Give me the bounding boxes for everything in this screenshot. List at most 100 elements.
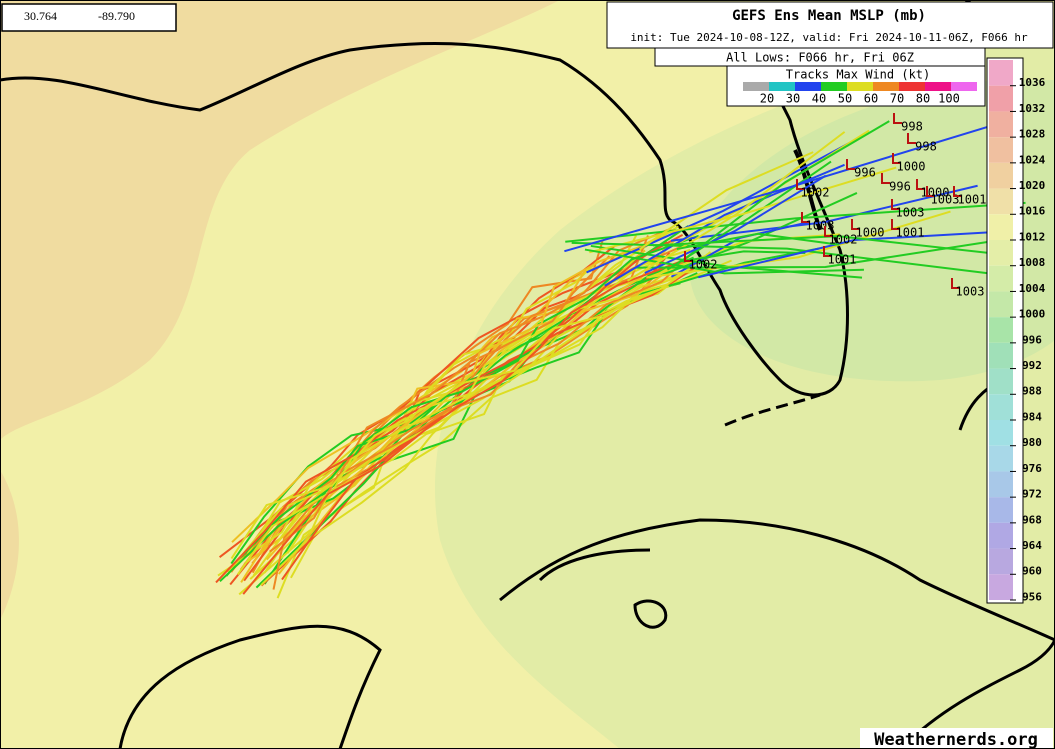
track <box>626 131 846 282</box>
low-label: 1001 <box>828 253 857 267</box>
track <box>227 251 712 573</box>
track <box>571 241 1003 276</box>
colorbar-swatch <box>989 574 1013 600</box>
low-marker <box>846 159 855 170</box>
track <box>565 201 1026 243</box>
colorbar-label: 992 <box>1022 359 1042 372</box>
wind-label: 60 <box>864 92 878 106</box>
wind-label: 70 <box>890 92 904 106</box>
low-marker <box>684 251 693 262</box>
wind-legend: 20 30 40 50 60 70 80 100 <box>743 82 977 106</box>
coastline <box>898 639 1055 749</box>
colorbar-swatch <box>989 265 1013 292</box>
colorbar-label: 956 <box>1022 590 1042 603</box>
low-marker <box>796 179 805 190</box>
colorbar-swatch <box>989 137 1013 163</box>
track <box>272 255 611 590</box>
colorbar-label: 996 <box>1022 333 1042 346</box>
low-marker <box>891 219 900 230</box>
low-label: 1003 <box>806 219 835 233</box>
track <box>249 259 600 580</box>
low-marker <box>881 173 890 184</box>
track <box>230 266 693 560</box>
colorbar-swatch <box>989 368 1013 395</box>
low-marker <box>893 113 902 124</box>
wind-label: 20 <box>760 92 774 106</box>
lat: 30.764 <box>24 9 57 23</box>
colorbar-label: 972 <box>1022 488 1042 501</box>
colorbar-label: 1028 <box>1019 128 1046 141</box>
wind-label: 50 <box>838 92 852 106</box>
colorbar-swatch <box>989 497 1013 523</box>
credit: Weathernerds.org <box>874 730 1038 749</box>
coastline <box>499 518 1055 642</box>
colorbar-label: 968 <box>1022 513 1042 526</box>
low-marker <box>824 226 833 237</box>
coastline <box>724 393 821 427</box>
colorbar-swatch <box>989 85 1013 112</box>
low-marker <box>953 186 962 197</box>
wind-label: 40 <box>812 92 826 106</box>
colorbar-label: 988 <box>1022 385 1042 398</box>
coastline <box>118 624 382 749</box>
low-label: 1003 <box>956 285 985 299</box>
coastline <box>633 599 668 629</box>
track <box>584 248 864 275</box>
colorbar-swatch <box>989 291 1013 318</box>
coord-box <box>1 3 177 32</box>
low-label: 996 <box>889 180 911 194</box>
low-label: 1002 <box>829 233 858 247</box>
track <box>636 236 1015 269</box>
track <box>646 210 951 279</box>
track <box>639 151 814 251</box>
low-marker <box>851 219 860 230</box>
colorbar-swatch <box>989 111 1013 138</box>
colorbar-swatch <box>989 342 1013 369</box>
track <box>236 264 673 576</box>
wind-label: 30 <box>786 92 800 106</box>
low-label: 1001 <box>958 193 987 207</box>
colorbar-swatch <box>989 420 1013 446</box>
colorbar-label: 960 <box>1022 565 1042 578</box>
track <box>219 234 700 583</box>
wind-swatch <box>873 82 899 91</box>
low-label: 1002 <box>801 186 830 200</box>
colorbar-label: 984 <box>1022 410 1042 423</box>
high-region <box>0 0 560 440</box>
low-label: 996 <box>854 166 876 180</box>
wind-swatch <box>795 82 821 91</box>
colorbar-swatch <box>989 394 1013 420</box>
wind-legend-title: Tracks Max Wind (kt) <box>786 68 931 82</box>
lon: -89.790 <box>98 9 135 23</box>
track <box>269 252 693 553</box>
track <box>564 119 1010 253</box>
wind-label: 80 <box>916 92 930 106</box>
colorbar-label: 1032 <box>1019 102 1046 115</box>
colorbar-label: 1024 <box>1019 153 1046 166</box>
wind-swatch <box>743 82 769 91</box>
colorbar-label: 1012 <box>1019 230 1046 243</box>
title: GEFS Ens Mean MSLP (mb) <box>732 8 926 24</box>
track <box>644 174 827 274</box>
low-marker <box>823 246 832 257</box>
colorbar-label: 1000 <box>1019 308 1046 321</box>
low-marker <box>801 212 810 223</box>
track <box>242 259 683 595</box>
track <box>698 230 1011 279</box>
low-label: 1002 <box>689 258 718 272</box>
wind-swatch <box>951 82 977 91</box>
colorbar-label: 1036 <box>1019 76 1046 89</box>
wind-label: 100 <box>938 92 960 106</box>
low-core <box>689 80 1055 382</box>
low-marker <box>951 278 960 289</box>
low-label: 1003 <box>931 193 960 207</box>
wind-swatch <box>821 82 847 91</box>
low-label: 1000 <box>897 160 926 174</box>
wind-swatch <box>925 82 951 91</box>
track <box>680 120 890 263</box>
low-marker <box>892 153 901 164</box>
colorbar-label: 1020 <box>1019 179 1046 192</box>
low-marker <box>916 179 925 190</box>
